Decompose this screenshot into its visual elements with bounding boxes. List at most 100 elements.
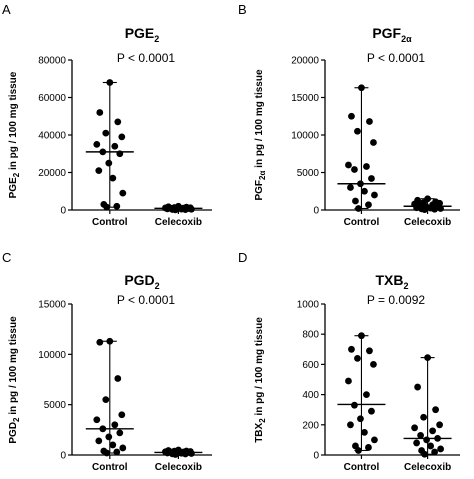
y-tick-label: 200	[302, 420, 319, 431]
panel-letter: A	[2, 2, 11, 17]
data-point	[366, 118, 373, 125]
data-point	[182, 206, 189, 214]
y-axis-label-suffix: in pg / 100 mg tissue	[254, 317, 265, 419]
data-point	[95, 167, 103, 175]
data-point	[99, 425, 107, 433]
data-point	[434, 434, 441, 442]
data-point	[351, 401, 358, 409]
y-axis-label: TBX2 in pg / 100 mg tissue	[254, 317, 267, 443]
data-point	[420, 413, 427, 421]
data-point	[102, 396, 110, 404]
data-point	[93, 416, 101, 424]
data-point	[103, 203, 111, 211]
panel-letter: B	[238, 2, 247, 17]
chart-title: TXB2	[375, 272, 408, 291]
y-tick-label: 15000	[38, 300, 66, 311]
chart-title: PGE2	[125, 25, 160, 44]
data-point	[345, 377, 352, 385]
data-point	[424, 354, 431, 362]
chart-title-subscript: 2	[403, 281, 408, 291]
data-point	[413, 439, 420, 447]
data-point	[365, 444, 372, 451]
panel-letter: C	[2, 250, 11, 265]
data-point	[417, 431, 424, 439]
data-point	[188, 450, 195, 457]
series-celecoxib	[154, 202, 203, 214]
data-point	[109, 441, 117, 449]
data-point	[172, 451, 179, 458]
data-point	[354, 354, 361, 362]
y-axis-label-subscript: 2	[12, 172, 21, 177]
chart-title-subscript: 2	[154, 34, 159, 44]
data-point	[437, 205, 444, 212]
series-celecoxib	[403, 195, 452, 214]
data-point	[164, 449, 171, 457]
data-point	[363, 163, 370, 170]
series-celecoxib	[154, 446, 203, 458]
y-axis-label-suffix: in pg / 100 mg tissue	[254, 69, 265, 171]
data-point	[114, 118, 122, 126]
x-category-label: Control	[344, 462, 380, 473]
x-category-label: Celecoxib	[155, 462, 202, 473]
data-point	[368, 407, 375, 415]
data-point	[345, 161, 352, 169]
data-point	[355, 447, 362, 454]
data-point	[96, 338, 104, 346]
x-category-label: Celecoxib	[155, 217, 202, 228]
y-tick-label: 10000	[38, 350, 66, 361]
x-category-label: Control	[344, 217, 380, 228]
data-point	[95, 437, 103, 445]
data-point	[119, 189, 127, 197]
data-point	[118, 411, 126, 419]
x-category-label: Control	[92, 217, 128, 228]
series-control	[337, 84, 386, 212]
y-tick-label: 20000	[38, 168, 66, 179]
data-point	[431, 448, 438, 456]
data-point	[99, 148, 107, 156]
data-point	[355, 205, 362, 212]
chart-title-subscript: 2	[155, 281, 160, 291]
data-point	[366, 347, 373, 355]
data-point	[188, 205, 195, 213]
data-point	[109, 174, 117, 182]
data-point	[432, 406, 439, 414]
data-point	[358, 84, 365, 92]
data-point	[348, 112, 355, 120]
chart-title: PGF2α	[372, 25, 412, 44]
data-point	[105, 159, 113, 167]
chart-title-subscript: 2α	[401, 34, 412, 44]
y-axis-label-prefix: PGE	[8, 177, 19, 198]
data-point	[351, 166, 358, 173]
data-point	[119, 444, 127, 452]
data-point	[103, 449, 111, 457]
y-tick-label: 10000	[291, 131, 319, 142]
y-tick-label: 0	[313, 206, 319, 217]
data-point	[436, 421, 443, 429]
p-value-annotation: P < 0.0001	[367, 51, 425, 65]
y-axis-label-subscript: 2	[12, 417, 21, 422]
data-point	[102, 129, 110, 137]
y-tick-label: 20000	[291, 56, 319, 67]
y-axis-label: PGF2α in pg / 100 mg tissue	[254, 69, 267, 201]
data-point	[431, 205, 438, 213]
p-value-annotation: P < 0.0001	[117, 51, 175, 65]
data-point	[357, 415, 364, 423]
data-point	[118, 133, 126, 141]
data-point	[96, 109, 104, 116]
y-axis-label-prefix: PGF	[254, 180, 265, 201]
data-point	[352, 197, 359, 205]
data-point	[427, 442, 434, 450]
data-point	[105, 433, 113, 441]
data-point	[164, 205, 171, 213]
data-point	[423, 436, 430, 444]
data-point	[361, 187, 368, 195]
y-tick-label: 80000	[38, 56, 66, 67]
y-tick-label: 0	[60, 206, 66, 217]
data-point	[370, 139, 377, 146]
y-axis-label: PGD2 in pg / 100 mg tissue	[8, 316, 21, 444]
series-celecoxib	[403, 354, 452, 458]
y-axis-label-prefix: TBX	[254, 422, 265, 442]
y-axis-label-subscript: 2	[258, 418, 267, 423]
